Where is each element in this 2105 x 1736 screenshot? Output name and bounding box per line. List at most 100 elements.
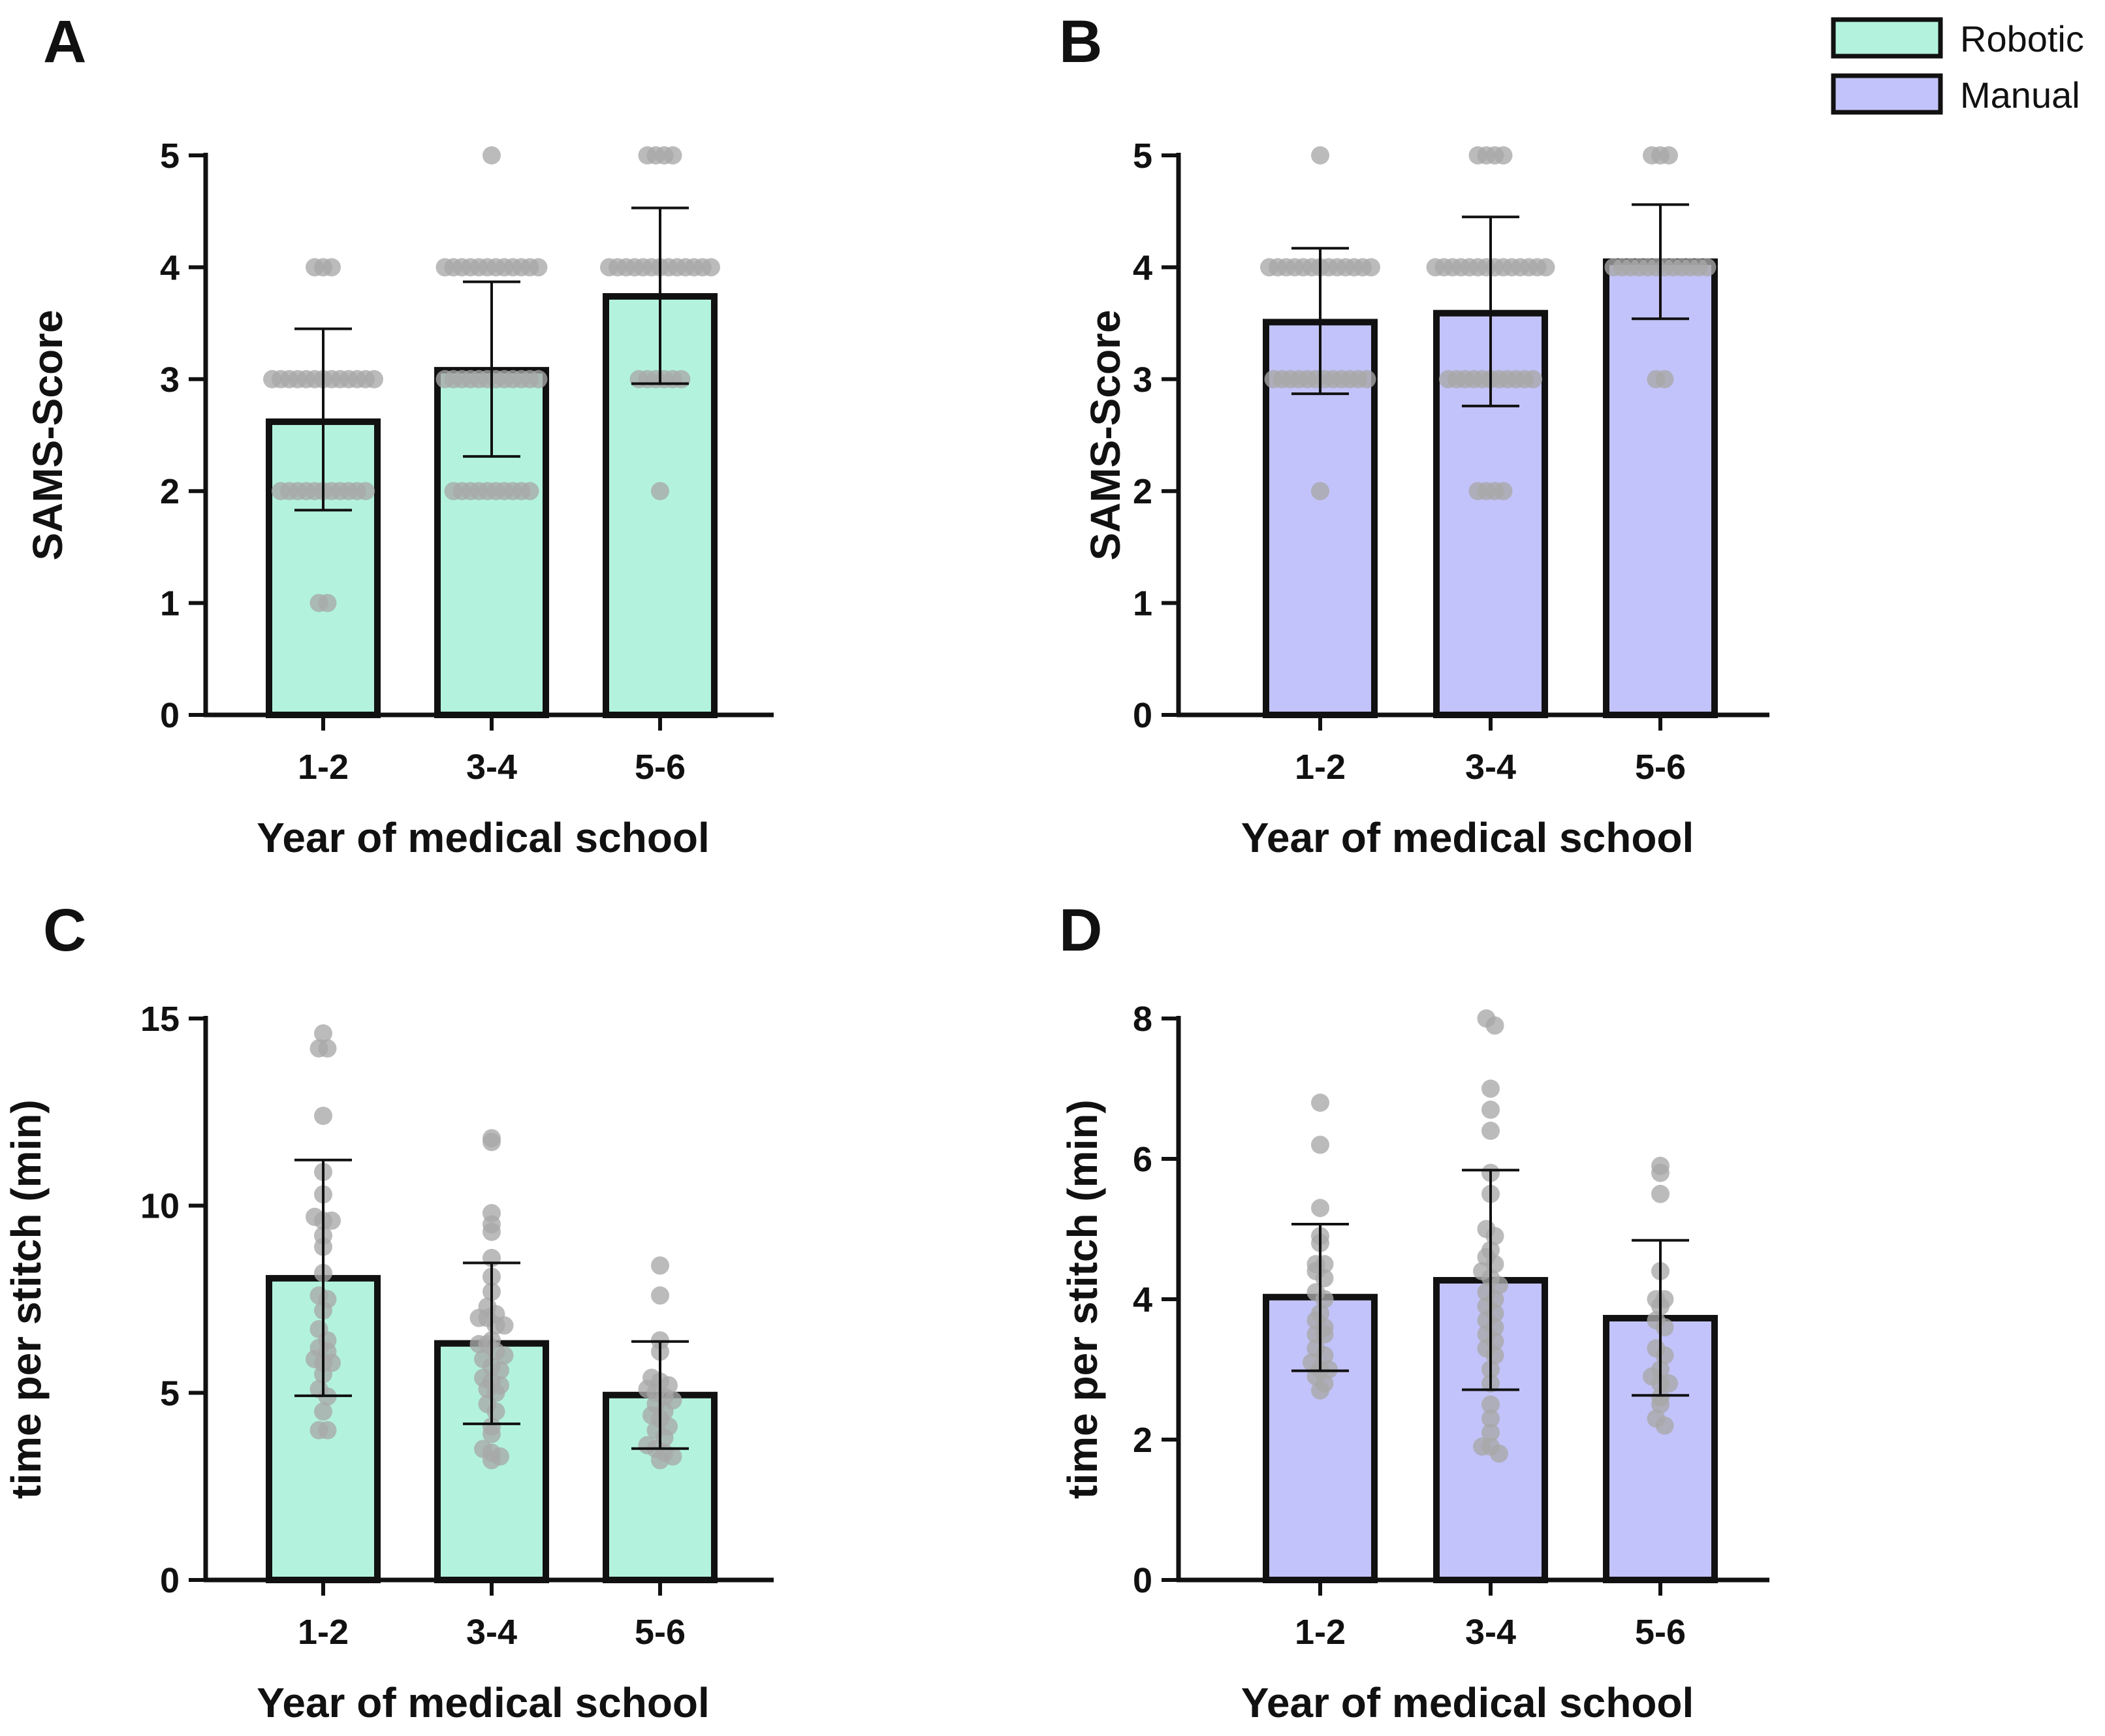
error-bar-1-2 [1291,247,1349,396]
y-tick-label: 4 [160,248,180,287]
y-tick-label: 6 [1133,1140,1152,1179]
x-tick-label: 1-2 [1295,748,1346,787]
data-point [1362,258,1380,277]
legend-label-manual: Manual [1960,74,2080,116]
data-point [1311,1135,1329,1154]
error-bar-3-4 [1462,1169,1519,1391]
panel-d-manual-time: 0 2 4 6 8 1-2 3-4 5-6 Year of medical school time… [1059,1000,1769,1726]
data-point [1481,1122,1500,1140]
panel-letter-c: C [43,897,86,964]
data-point [1651,1184,1670,1203]
panel-letter-d: D [1059,897,1102,964]
x-tick-label: 1-2 [1295,1613,1346,1652]
x-axis-title: Year of medical school [257,1679,710,1726]
data-point [1698,258,1717,277]
data-point [529,370,548,388]
y-tick-label: 4 [1133,1280,1152,1319]
error-bar-1-2 [294,327,352,512]
data-point [483,146,501,165]
error-bar-5-6 [631,1340,689,1450]
data-point [356,482,375,501]
data-point [1524,370,1542,388]
data-point [1651,1395,1670,1414]
data-point [483,1133,501,1152]
y-tick-label: 5 [160,1374,180,1413]
y-tick-label: 5 [160,136,180,176]
data-point [651,1256,669,1275]
data-point [1485,1016,1504,1035]
data-point [1490,1444,1508,1463]
x-tick-label: 3-4 [466,1613,517,1652]
data-point [1311,482,1329,501]
data-point [495,1346,514,1365]
y-tick-label: 1 [160,584,180,623]
data-point [314,1024,332,1043]
y-tick-label: 10 [140,1187,180,1226]
data-point [1481,1423,1500,1442]
data-point [651,1286,669,1305]
data-point [318,593,337,612]
y-tick-label: 0 [1133,1561,1152,1600]
data-point [529,258,548,277]
bar-b-5-6 [1603,258,1718,718]
y-tick-label: 2 [160,472,180,511]
panel-letter-a: A [43,8,86,75]
data-point [1481,1409,1500,1428]
y-tick-label: 2 [1133,472,1152,511]
x-tick-label: 1-2 [298,1613,349,1652]
data-point [1481,1395,1500,1414]
x-tick-label: 3-4 [1465,748,1516,787]
y-axis-title: SAMS-Score [1082,309,1129,560]
data-point [495,1316,514,1335]
y-tick-label: 3 [1133,360,1152,400]
data-point [1494,482,1513,501]
data-point [663,146,682,165]
data-point [1660,1374,1678,1393]
error-bar-5-6 [1632,1239,1689,1397]
y-tick-label: 2 [1133,1421,1152,1460]
data-point [483,1425,501,1444]
data-point [1481,1079,1500,1098]
y-tick-label: 1 [1133,584,1152,623]
error-bar-1-2 [294,1158,352,1397]
data-point [483,1222,501,1241]
panel-b-manual-sams: 0 1 2 3 4 5 1-2 3-4 5-6 Year of medical school SAM… [1082,136,1769,861]
data-point [1481,1100,1500,1119]
y-tick-label: 8 [1133,1000,1152,1039]
data-point [314,1402,332,1421]
data-point [318,1039,337,1058]
y-tick-label: 3 [160,360,180,400]
x-tick-label: 5-6 [635,748,686,787]
data-point [1357,370,1376,388]
error-bar-5-6 [631,206,689,385]
data-point [1311,1094,1329,1112]
data-point [1311,146,1329,165]
panel-a-robotic-sams: 0 1 2 3 4 5 1-2 3-4 5-6 Year of medical school SAM… [24,136,774,861]
panel-c-robotic-time: 0 5 10 15 1-2 3-4 5-6 Year of medical school tim… [3,1000,774,1726]
y-tick-label: 5 [1133,136,1152,176]
y-axis-title: SAMS-Score [24,309,71,560]
x-tick-label: 5-6 [1635,1613,1686,1652]
data-point [651,482,669,501]
data-point [1660,146,1678,165]
data-point [1655,370,1674,388]
data-point [365,370,383,388]
x-tick-label: 5-6 [635,1613,686,1652]
error-bar-3-4 [463,280,520,458]
x-tick-label: 3-4 [466,748,517,787]
data-point [323,1211,341,1230]
legend-swatch-manual [1831,73,1943,115]
legend-swatch-robotic [1831,17,1943,59]
data-point [1311,1381,1329,1400]
x-axis-title: Year of medical school [1241,1679,1694,1726]
x-tick-label: 1-2 [298,748,349,787]
y-axis-title: time per stitch (min) [3,1099,50,1499]
data-point [1536,258,1555,277]
legend-label-robotic: Robotic [1960,18,2084,59]
y-tick-label: 0 [160,696,180,735]
data-point [1311,1199,1329,1218]
x-tick-label: 3-4 [1465,1613,1516,1652]
error-bar-3-4 [1462,215,1519,407]
data-point [1651,1163,1670,1182]
